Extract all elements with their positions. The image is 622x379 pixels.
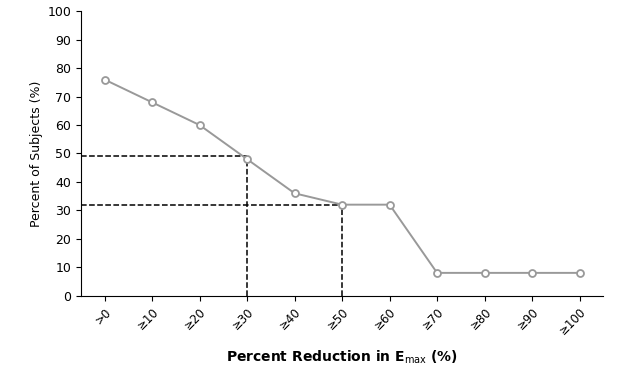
X-axis label: Percent Reduction in E$_{\mathrm{max}}$ (%): Percent Reduction in E$_{\mathrm{max}}$ …: [226, 348, 458, 366]
Y-axis label: Percent of Subjects (%): Percent of Subjects (%): [30, 80, 43, 227]
